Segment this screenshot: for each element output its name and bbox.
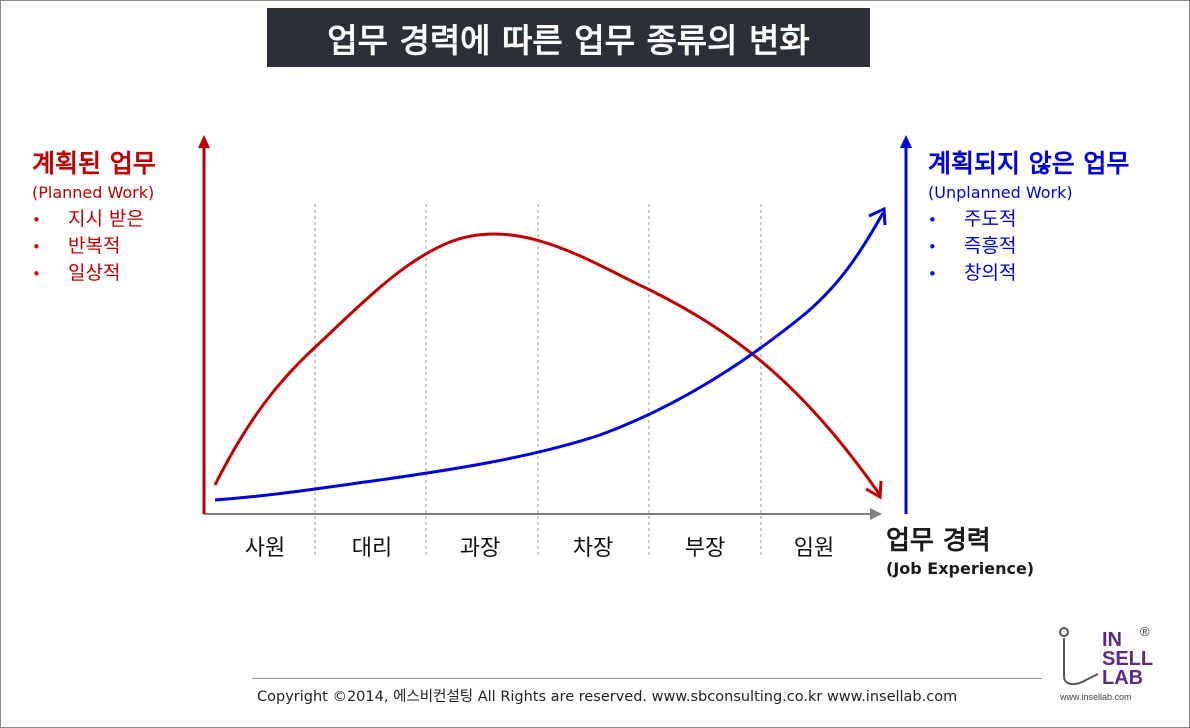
list-item: • 지시 받은 — [32, 206, 156, 233]
list-item: • 반복적 — [32, 233, 156, 260]
bullet-icon: • — [32, 238, 41, 256]
copyright-footer: Copyright ©2014, 에스비컨설팅 All Rights are r… — [257, 689, 958, 705]
unplanned-work-list: • 주도적 • 즉흥적 • 창의적 — [928, 206, 1129, 287]
stage-label: 부장 — [685, 536, 725, 561]
unplanned-work-heading: 계획되지 않은 업무 — [928, 149, 1130, 178]
logo-text-lab: LAB — [1102, 667, 1144, 689]
stage-label: 임원 — [794, 536, 834, 561]
stage-label: 대리 — [352, 536, 392, 561]
planned-work-list: • 지시 받은 • 반복적 • 일상적 — [32, 206, 156, 287]
planned-work-subheading: (Planned Work) — [32, 183, 155, 202]
list-item: • 창의적 — [928, 260, 1129, 287]
list-item: • 즉흥적 — [928, 233, 1129, 260]
list-item: • 일상적 — [32, 260, 156, 287]
logo-text-sell: SELL — [1102, 648, 1154, 670]
planned-axis-arrow-icon — [198, 135, 210, 148]
stage-label: 차장 — [573, 536, 613, 561]
job-experience-subheading: (Job Experience) — [886, 559, 1035, 578]
list-item: • 주도적 — [928, 206, 1129, 233]
bullet-icon: • — [32, 265, 41, 283]
planned-work-heading: 계획된 업무 — [32, 149, 156, 178]
insellab-logo: IN SELL LAB ® www.insellab.com — [1052, 624, 1162, 708]
bullet-icon: • — [32, 211, 41, 229]
x-axis-arrow-icon — [870, 508, 882, 520]
bullet-icon: • — [928, 211, 937, 229]
bullet-icon: • — [928, 238, 937, 256]
unplanned-work-curve — [214, 212, 885, 502]
unplanned-axis-arrow-icon — [900, 135, 912, 148]
job-experience-label: 업무 경력 (Job Experience) — [886, 524, 1034, 580]
slide-title: 업무 경력에 따른 업무 종류의 변화 — [267, 8, 870, 67]
planned-work-label: 계획된 업무 (Planned Work) • 지시 받은 • 반복적 • 일상적 — [32, 146, 156, 287]
bullet-icon: • — [928, 265, 937, 283]
stage-label: 과장 — [460, 536, 500, 561]
logo-figure-icon — [1059, 627, 1099, 686]
footer-divider — [252, 678, 1042, 679]
registered-mark: ® — [1140, 624, 1150, 639]
stage-label: 사원 — [245, 536, 285, 561]
unplanned-work-label: 계획되지 않은 업무 (Unplanned Work) • 주도적 • 즉흥적 • 창… — [928, 146, 1129, 287]
unplanned-curve-arrow-icon — [868, 206, 887, 226]
logo-url: www.insellab.com — [1060, 692, 1132, 702]
unplanned-work-subheading: (Unplanned Work) — [928, 183, 1073, 202]
logo-text-in: IN — [1102, 629, 1122, 651]
job-experience-heading: 업무 경력 — [886, 526, 991, 556]
planned-work-curve — [213, 232, 882, 496]
planned-curve-arrow-icon — [865, 480, 883, 500]
